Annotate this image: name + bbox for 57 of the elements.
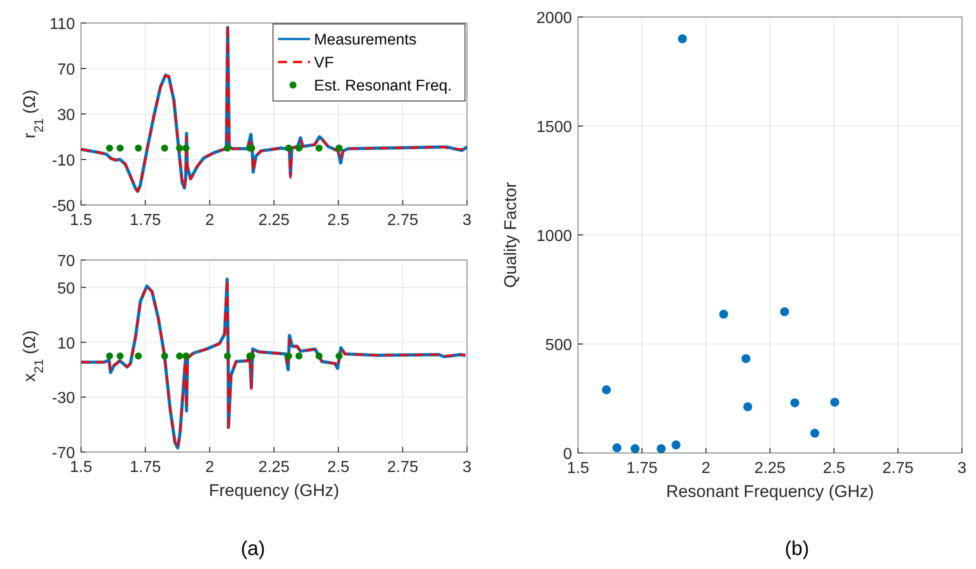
y-tick-label: 70 xyxy=(57,253,76,270)
point xyxy=(678,34,687,44)
x-tick-label: 1.75 xyxy=(626,460,658,477)
y-tick-label: 50 xyxy=(57,280,76,298)
point xyxy=(612,443,622,452)
y-tick-label: -50 xyxy=(52,198,76,215)
point xyxy=(810,428,820,438)
x-tick-label: 3 xyxy=(958,460,967,477)
x-tick-label: 2.75 xyxy=(882,460,914,477)
y-axis-title: Quality Factor xyxy=(501,182,520,288)
point xyxy=(741,354,750,364)
x-axis-title: Frequency (GHz) xyxy=(208,481,340,500)
x-tick-label: 1.5 xyxy=(566,460,590,477)
point xyxy=(602,385,611,394)
y-tick-label: 2000 xyxy=(536,10,572,27)
text: (b) xyxy=(784,538,810,560)
point xyxy=(743,402,752,412)
x-tick-label: 2.25 xyxy=(754,460,786,477)
x-tick-label: 2 xyxy=(702,460,711,477)
y-tick-label: 70 xyxy=(57,62,76,78)
legend-label: VF xyxy=(314,54,334,72)
x-tick-label: 1.75 xyxy=(130,459,162,476)
point xyxy=(672,440,681,450)
x-tick-label: 1.75 xyxy=(130,212,162,229)
y-tick-label: 110 xyxy=(49,16,76,33)
x-tick-label: 1.5 xyxy=(70,459,92,476)
point xyxy=(656,444,666,454)
point xyxy=(630,444,640,454)
point xyxy=(780,307,790,316)
text: (a) xyxy=(240,538,266,560)
y-tick-label: 1000 xyxy=(536,228,572,245)
x-tick-label: 2.75 xyxy=(387,459,418,476)
y-tick-label: 500 xyxy=(545,337,572,354)
x-axis-title: Resonant Frequency (GHz) xyxy=(666,482,874,501)
y-tick-label: -30 xyxy=(52,390,76,408)
x-tick-label: 2.5 xyxy=(327,212,350,229)
x-tick-label: 2.5 xyxy=(327,459,350,476)
y-tick-label: 1500 xyxy=(536,119,572,136)
x-tick-label: 2.25 xyxy=(258,212,290,229)
x-tick-label: 1.5 xyxy=(70,212,92,229)
x-tick-label: 2.25 xyxy=(258,459,290,476)
y-tick-label: -70 xyxy=(52,445,76,462)
x-tick-label: 3 xyxy=(462,459,472,476)
x-tick-label: 2 xyxy=(205,459,214,476)
y-tick-label: -10 xyxy=(52,152,76,170)
point xyxy=(790,398,800,408)
x-tick-label: 2 xyxy=(205,212,214,229)
legend-label: Measurements xyxy=(314,32,417,48)
y-tick-label: 0 xyxy=(563,446,572,463)
y-tick-label: 30 xyxy=(57,107,76,124)
y-tick-label: 10 xyxy=(57,335,76,352)
x-tick-label: 2.5 xyxy=(822,460,846,477)
legend-label: Est. Resonant Freq. xyxy=(314,78,452,94)
point xyxy=(719,310,728,319)
point xyxy=(830,398,840,407)
x-tick-label: 2.75 xyxy=(387,212,418,229)
x-tick-label: 3 xyxy=(462,212,472,229)
